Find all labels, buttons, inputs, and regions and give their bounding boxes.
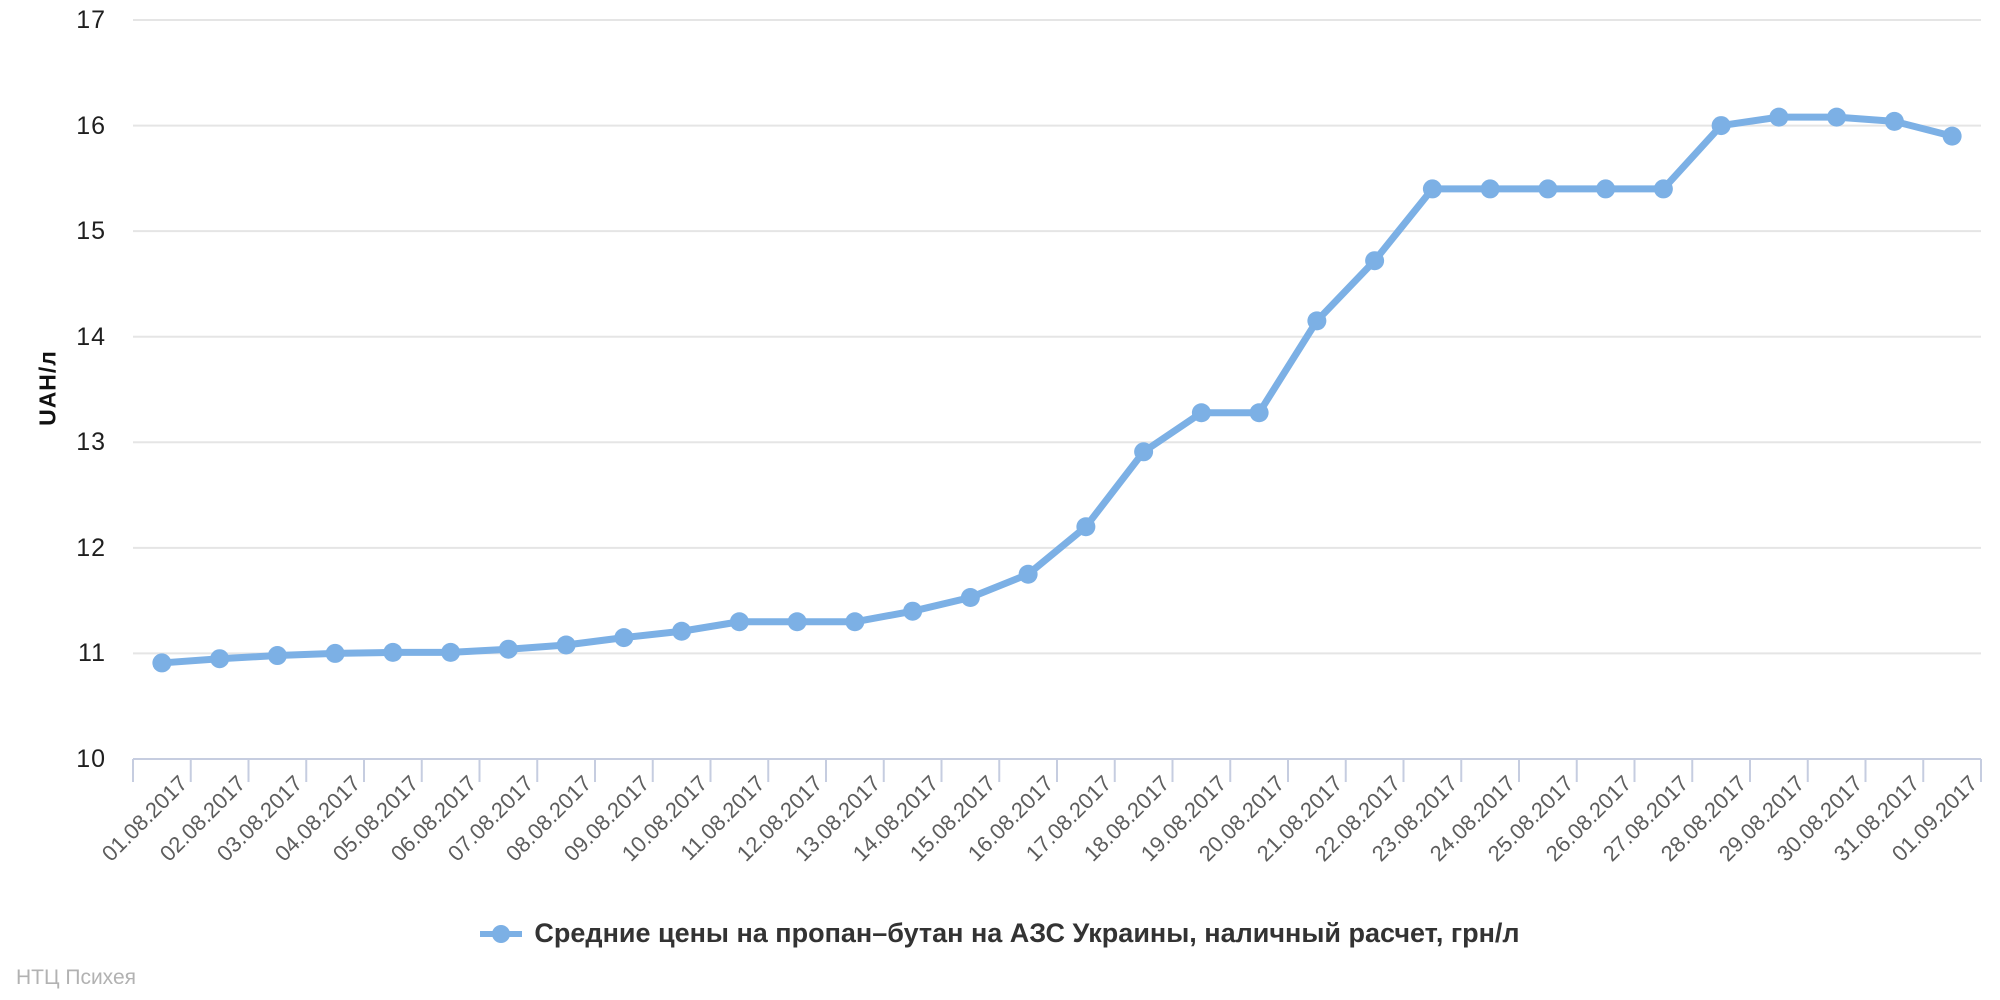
data-point-marker[interactable] [383,642,403,662]
data-point-marker[interactable] [1076,517,1096,537]
data-point-marker[interactable] [1365,251,1385,271]
data-point-marker[interactable] [556,635,576,655]
y-axis-label-15: 15 [76,217,106,246]
y-axis-title: UAH/л [34,350,61,426]
y-axis-label-12: 12 [76,533,106,562]
data-point-marker[interactable] [1942,126,1962,146]
y-axis-label-14: 14 [76,322,106,351]
data-point-marker[interactable] [960,587,980,607]
data-point-marker[interactable] [1711,116,1731,136]
data-point-marker[interactable] [267,646,287,666]
data-point-marker[interactable] [1596,179,1616,199]
data-point-marker[interactable] [1653,179,1673,199]
data-point-marker[interactable] [614,628,634,648]
data-point-marker[interactable] [152,653,172,673]
data-point-marker[interactable] [672,621,692,641]
source-credit: НТЦ Психея [16,966,137,989]
legend-item[interactable]: Средние цены на пропан–бутан на АЗС Укра… [480,918,1520,949]
legend-label: Средние цены на пропан–бутан на АЗС Укра… [534,918,1520,948]
legend: Средние цены на пропан–бутан на АЗС Укра… [0,918,2000,949]
y-axis-label-16: 16 [76,111,106,140]
data-point-marker[interactable] [903,601,923,621]
data-point-marker[interactable] [729,612,749,632]
data-point-marker[interactable] [1191,403,1211,423]
y-axis-label-11: 11 [78,639,106,668]
data-point-marker[interactable] [1827,107,1847,127]
data-point-marker[interactable] [210,649,230,669]
data-point-marker[interactable] [1249,403,1269,423]
y-axis-label-13: 13 [76,428,106,457]
data-point-marker[interactable] [1538,179,1558,199]
data-point-marker[interactable] [1769,107,1789,127]
data-point-marker[interactable] [1307,311,1327,331]
data-point-marker[interactable] [787,612,807,632]
legend-series-marker-icon [480,924,523,943]
data-point-marker[interactable] [845,612,865,632]
series-line [158,113,1956,667]
data-point-marker[interactable] [498,639,518,659]
data-point-marker[interactable] [325,643,345,663]
data-point-marker[interactable] [441,642,461,662]
data-point-marker[interactable] [1422,179,1442,199]
y-axis-label-17: 17 [76,6,106,34]
data-point-marker[interactable] [1884,111,1904,131]
data-point-marker[interactable] [1134,442,1154,462]
data-point-marker[interactable] [1480,179,1500,199]
y-axis-label-10: 10 [76,745,106,773]
data-point-marker[interactable] [1018,564,1038,584]
